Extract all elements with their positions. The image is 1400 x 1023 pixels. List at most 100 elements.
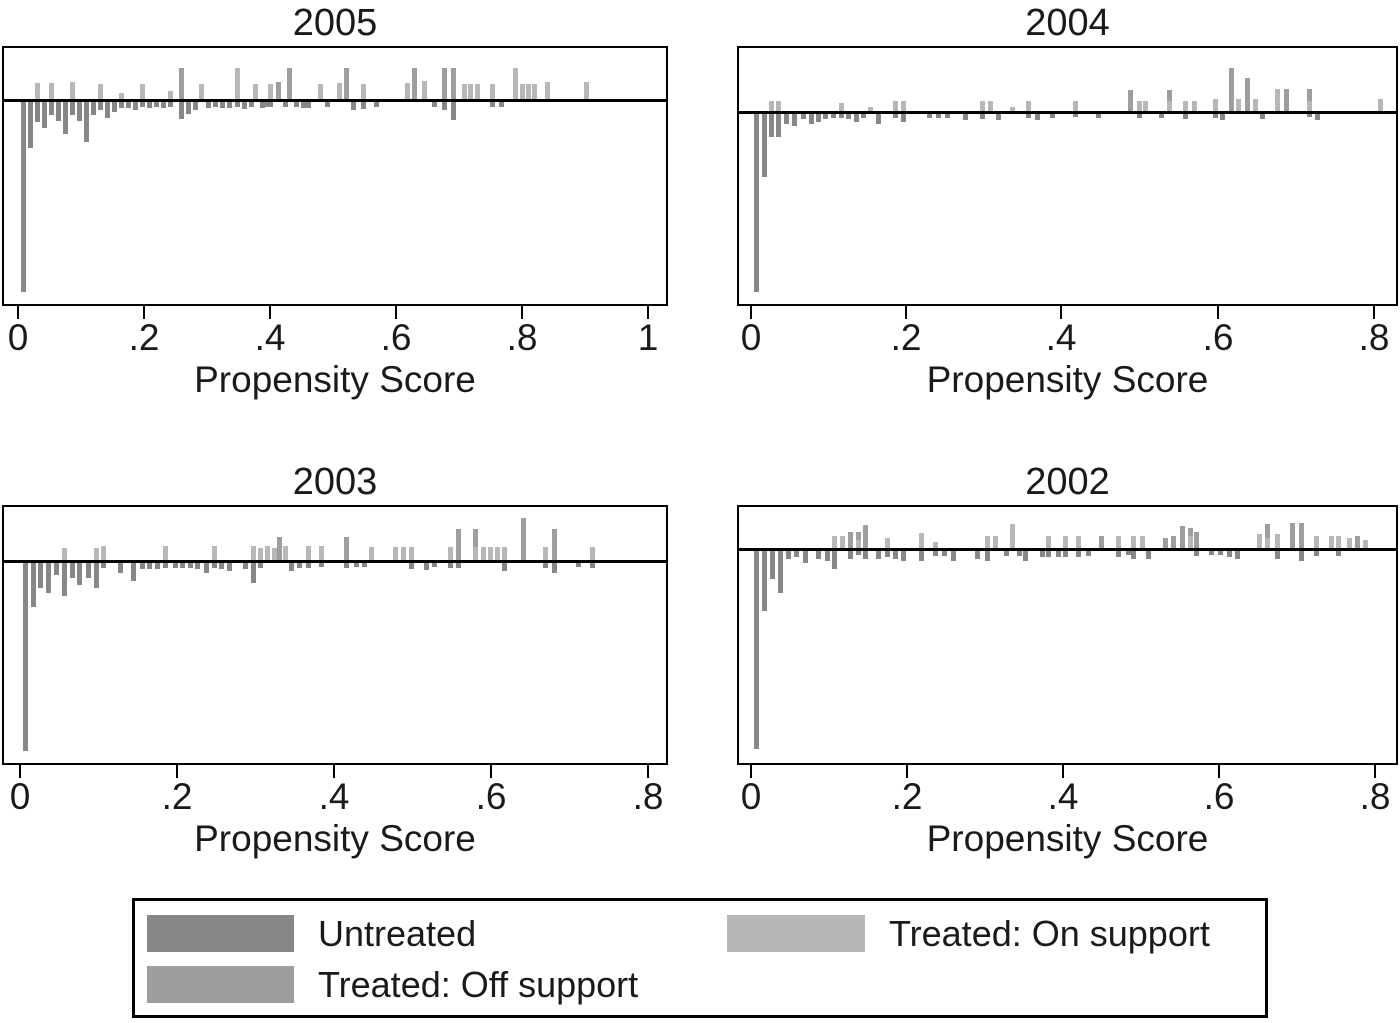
bar-treated-on-support: [235, 68, 240, 99]
bar-treated-on-support: [265, 546, 270, 560]
legend-swatch-untreated: [147, 915, 294, 952]
zero-line: [739, 111, 1396, 114]
bar-untreated: [1213, 114, 1218, 118]
bar-untreated: [21, 102, 26, 292]
x-axis-tick-label: .2: [161, 776, 193, 817]
bar-untreated: [1040, 551, 1045, 557]
bar-treated-on-support: [1213, 99, 1218, 111]
bar-treated-on-support: [369, 547, 374, 560]
bar-untreated: [1209, 551, 1214, 555]
bar-treated-off-support: [287, 68, 292, 99]
x-axis-tick: [750, 765, 752, 778]
bar-untreated: [1046, 551, 1051, 557]
bar-treated-on-support: [495, 547, 500, 560]
bar-treated-off-support: [179, 68, 184, 99]
bar-treated-on-support: [1143, 101, 1148, 111]
legend: Untreated Treated: Off support Treated: …: [132, 898, 1268, 1018]
bar-untreated: [42, 102, 47, 128]
bar-untreated: [101, 563, 106, 568]
bar-treated-on-support: [1183, 101, 1188, 111]
bar-untreated: [306, 102, 311, 108]
bar-untreated: [1086, 551, 1091, 556]
bar-untreated: [590, 563, 595, 568]
bar-treated-off-support: [1163, 538, 1168, 548]
bar-untreated: [186, 102, 191, 114]
bar-untreated: [54, 563, 59, 575]
bar-treated-on-support: [1336, 536, 1341, 548]
bar-treated-on-support: [545, 82, 550, 99]
bar-treated-off-support: [1299, 523, 1304, 548]
bar-treated-on-support: [393, 547, 398, 560]
bar-treated-on-support: [101, 546, 106, 560]
bar-untreated: [792, 114, 797, 126]
bar-treated-on-support: [933, 542, 938, 548]
x-axis-title: Propensity Score: [926, 818, 1209, 859]
bar-untreated: [220, 102, 225, 108]
x-axis-tick: [647, 306, 649, 319]
bar-treated-on-support: [1131, 536, 1136, 548]
bar-untreated: [1137, 114, 1142, 118]
bar-treated-on-support: [409, 547, 414, 560]
bar-untreated: [1076, 551, 1081, 557]
bar-untreated: [131, 563, 136, 581]
bar-treated-on-support: [422, 81, 427, 99]
bar-treated-on-support: [70, 82, 75, 99]
bar-treated-off-support: [1180, 526, 1185, 548]
bar-treated-on-support: [318, 84, 323, 99]
x-axis-tick-label: .8: [632, 776, 664, 817]
bar-untreated: [1126, 551, 1131, 555]
bar-untreated: [409, 563, 414, 569]
bar-treated-on-support: [769, 101, 774, 111]
bar-untreated: [770, 551, 775, 579]
bar-treated-on-support: [1137, 101, 1142, 111]
x-axis-tick: [1062, 765, 1064, 778]
bar-untreated: [243, 563, 248, 569]
x-axis-title: Propensity Score: [926, 359, 1209, 400]
bar-treated-off-support: [412, 68, 417, 99]
bar-treated-off-support: [856, 532, 861, 540]
bar-untreated: [927, 114, 932, 118]
legend-entry-untreated: Untreated: [147, 915, 476, 952]
bar-untreated: [105, 102, 110, 118]
x-axis-tick: [905, 306, 907, 319]
bar-untreated: [260, 102, 265, 108]
bar-treated-off-support: [277, 537, 282, 560]
bar-treated-on-support: [1314, 536, 1319, 548]
bar-untreated: [77, 102, 82, 121]
bar-treated-on-support: [1329, 536, 1334, 548]
x-axis-tick: [750, 306, 752, 319]
x-axis-tick: [143, 306, 145, 319]
bar-untreated: [306, 563, 311, 568]
bar-untreated: [448, 563, 453, 568]
bar-treated-on-support: [1076, 536, 1081, 548]
bar-untreated: [91, 102, 96, 115]
bar-treated-on-support: [1347, 538, 1352, 548]
zero-line: [4, 560, 666, 563]
bar-untreated: [502, 563, 507, 571]
bar-untreated: [94, 563, 99, 588]
bar-treated-on-support: [401, 547, 406, 560]
bar-untreated: [769, 114, 774, 137]
bar-untreated: [70, 563, 75, 578]
bar-treated-off-support: [1128, 90, 1133, 111]
x-axis-tick-label: .8: [1358, 317, 1390, 358]
x-axis-tick: [17, 306, 19, 319]
x-axis-title: Propensity Score: [194, 359, 476, 400]
bar-untreated: [1146, 551, 1151, 559]
bar-untreated: [754, 114, 759, 292]
x-axis-tick: [1217, 306, 1219, 319]
bar-treated-on-support: [1010, 524, 1015, 548]
x-axis-tick-label: 1: [637, 317, 659, 358]
bar-untreated: [816, 114, 821, 122]
bar-untreated: [809, 114, 814, 124]
bar-treated-on-support: [532, 84, 537, 99]
bar-untreated: [1004, 551, 1009, 556]
bar-treated-on-support: [140, 84, 145, 99]
bar-untreated: [831, 114, 836, 118]
bar-untreated: [251, 563, 256, 583]
bar-treated-off-support: [344, 68, 349, 99]
bar-treated-on-support: [502, 547, 507, 560]
bar-untreated: [1159, 114, 1164, 118]
bar-untreated: [863, 551, 868, 559]
bar-treated-on-support: [513, 68, 518, 99]
